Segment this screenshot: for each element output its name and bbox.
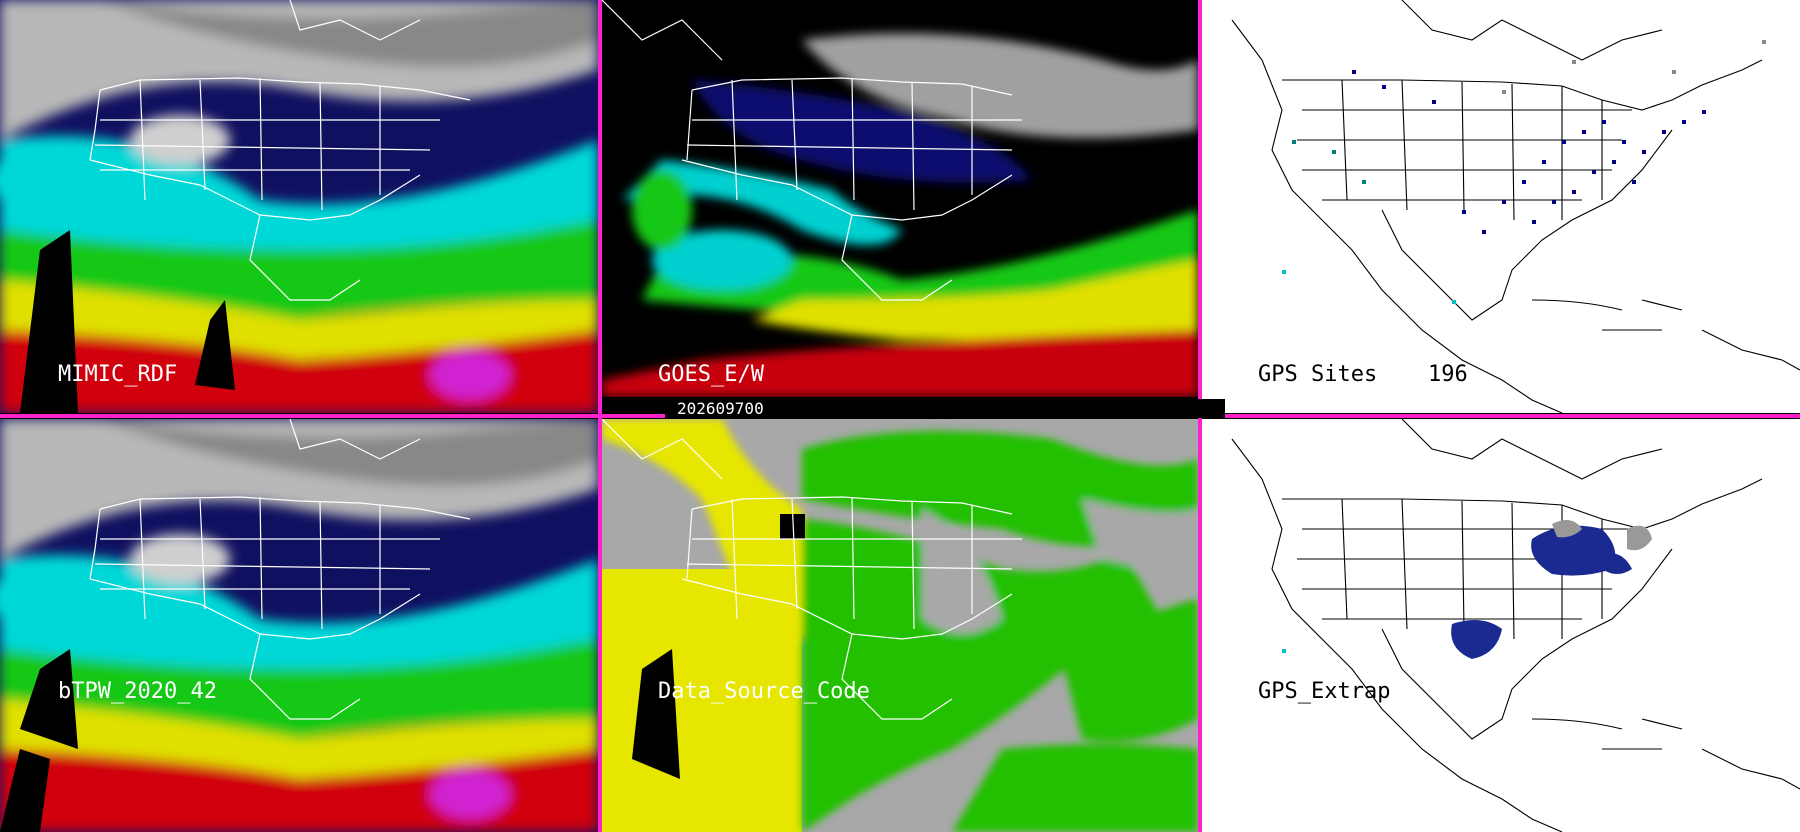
gps-sites-map [1231,0,1800,413]
panel-label: GPS_Extrap [1258,679,1391,704]
panel-goes[interactable]: GOES_E/W [602,0,1198,397]
tpw-map-mimic [0,0,598,413]
panel-label: GPS Sites [1258,362,1378,387]
panel-gps-sites[interactable]: GPS Sites 196 [1202,0,1800,413]
site-count: 196 [1428,362,1468,387]
panel-data-source[interactable]: Data_Source_Code [602,419,1198,832]
gps-extrap-map [1231,419,1800,832]
tpw-map-goes [602,0,1198,397]
panel-gps-extrap[interactable]: GPS_Extrap [1202,419,1800,832]
panel-mimic[interactable]: MIMIC_RDF [0,0,598,413]
panel-label: GOES_E/W [658,362,764,387]
panel-label: MIMIC_RDF [58,362,178,387]
panel-label: bTPW_2020_42 [58,679,217,704]
panel-label: Data_Source_Code [658,679,870,704]
gps-extrap-regions [1282,520,1652,659]
tpw-map-btpw [0,419,598,832]
data-source-map [602,419,1198,832]
gps-site-markers [1282,40,1766,304]
panel-btpw[interactable]: bTPW_2020_42 [0,419,598,832]
timestamp-bar: 202609700 [665,399,1225,418]
